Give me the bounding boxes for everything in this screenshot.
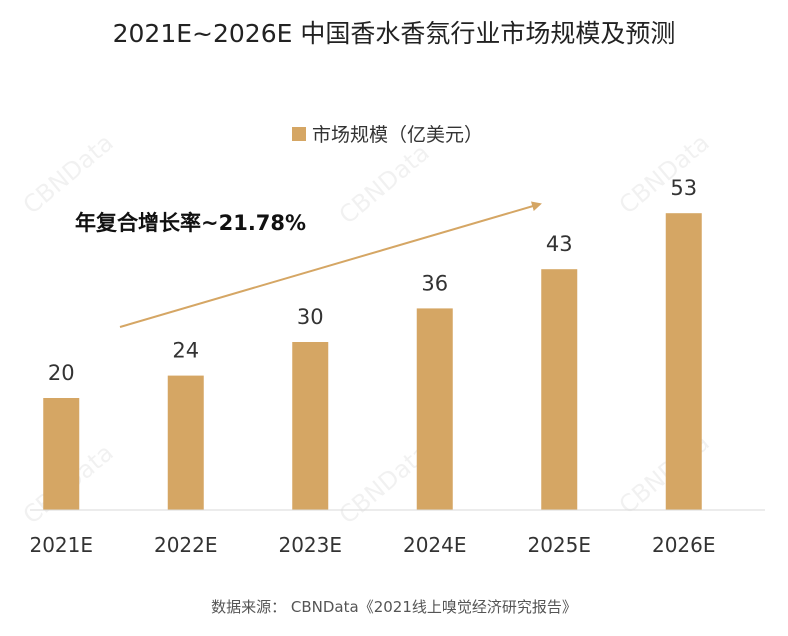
chart-title: 2021E~2026E 中国香水香氛行业市场规模及预测 <box>113 19 676 48</box>
x-tick-label-2024E: 2024E <box>403 533 467 557</box>
x-tick-label-2022E: 2022E <box>154 533 218 557</box>
x-tick-label-2023E: 2023E <box>278 533 342 557</box>
growth-arrow <box>119 201 542 328</box>
bar-2021E <box>43 398 80 510</box>
x-tick-label-2026E: 2026E <box>652 533 716 557</box>
cagr-annotation: 年复合增长率~21.78% <box>75 211 306 235</box>
data-label-2021E: 20 <box>48 361 75 385</box>
data-label-2024E: 36 <box>421 271 448 295</box>
bar-2025E <box>541 269 578 510</box>
data-label-2025E: 43 <box>546 232 573 256</box>
data-label-2023E: 30 <box>297 305 324 329</box>
bar-2024E <box>416 308 453 510</box>
source-note: 数据来源： CBNData《2021线上嗅觉经济研究报告》 <box>211 598 577 616</box>
legend-label: 市场规模（亿美元） <box>312 124 483 146</box>
x-tick-label-2021E: 2021E <box>29 533 93 557</box>
bar-2026E <box>665 213 702 510</box>
data-label-2022E: 24 <box>172 339 199 363</box>
bar-2023E <box>292 342 329 510</box>
x-tick-label-2025E: 2025E <box>527 533 591 557</box>
data-label-2026E: 53 <box>670 176 697 200</box>
bar-2022E <box>167 375 204 510</box>
legend-swatch <box>292 127 306 141</box>
